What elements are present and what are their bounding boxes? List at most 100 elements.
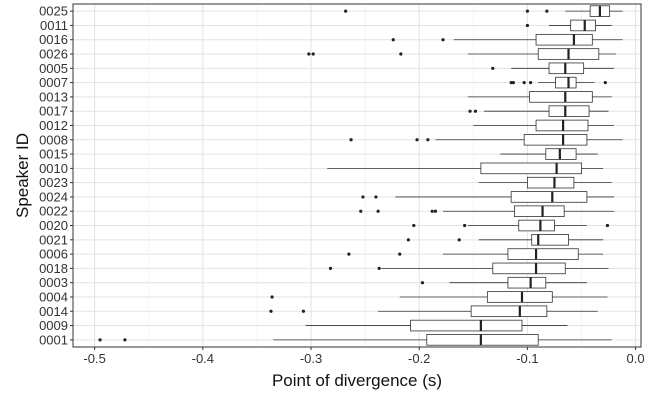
y-tick-label: 0018	[39, 261, 68, 276]
box-0008	[349, 134, 623, 146]
iqr-box	[507, 276, 547, 289]
outlier-point	[525, 23, 530, 28]
box-0025	[344, 5, 623, 17]
y-tick-label: 0021	[39, 232, 68, 247]
iqr-box	[410, 319, 523, 332]
outlier-point	[525, 9, 530, 13]
box-0017	[468, 105, 609, 117]
outlier-point	[123, 338, 127, 342]
iqr-box	[527, 176, 575, 189]
outlier-point	[361, 195, 365, 199]
outlier-point	[301, 309, 306, 313]
box-0024	[361, 191, 614, 203]
x-tick-label: 0.0	[627, 351, 645, 366]
outlier-point	[441, 38, 445, 42]
box-0012	[473, 119, 614, 132]
box-0005	[491, 62, 614, 75]
x-tick-label: -0.4	[192, 351, 214, 366]
iqr-box	[426, 334, 539, 346]
box-0021	[406, 234, 604, 246]
outlier-point	[377, 266, 381, 270]
outlier-point	[406, 238, 410, 242]
outlier-point	[433, 209, 438, 213]
y-tick-label: 0020	[39, 218, 68, 233]
x-tick-label: -0.1	[516, 351, 538, 366]
outlier-point	[359, 209, 363, 213]
outlier-point	[349, 138, 353, 142]
outlier-point	[522, 81, 526, 85]
outlier-point	[420, 281, 425, 285]
y-tick-label: 0011	[40, 18, 68, 33]
box-0023	[478, 176, 612, 189]
box-0006	[347, 248, 604, 260]
iqr-box	[510, 191, 588, 203]
y-tick-label: 0010	[39, 161, 68, 176]
outlier-point	[98, 338, 102, 342]
iqr-box	[529, 91, 593, 103]
iqr-box	[555, 76, 577, 89]
box-0003	[420, 276, 587, 289]
box-0007	[509, 76, 607, 89]
y-tick-label: 0001	[39, 332, 68, 347]
outlier-point	[399, 52, 403, 56]
iqr-box	[523, 134, 588, 146]
outlier-point	[457, 238, 461, 242]
outlier-point	[511, 81, 515, 85]
y-tick-label: 0013	[39, 89, 68, 104]
outlier-point	[473, 109, 478, 113]
box-0020	[412, 219, 610, 232]
outlier-point	[311, 52, 315, 56]
y-tick-label: 0025	[39, 4, 68, 19]
y-tick-label: 0005	[39, 61, 68, 76]
y-tick-label: 0015	[39, 147, 68, 162]
x-tick-label: -0.5	[83, 351, 105, 366]
outlier-point	[605, 223, 610, 228]
y-tick-label: 0007	[39, 75, 68, 90]
box-0016	[391, 33, 623, 46]
y-tick-label: 0017	[39, 104, 68, 119]
box-0014	[269, 305, 598, 318]
box-0018	[328, 262, 609, 275]
y-axis-title: Speaker ID	[13, 133, 32, 218]
outlier-point	[347, 252, 351, 256]
outlier-point	[415, 138, 419, 142]
y-tick-label: 0024	[39, 189, 68, 204]
outlier-point	[391, 38, 395, 42]
box-0013	[467, 91, 612, 103]
box-0009	[305, 319, 568, 332]
iqr-box	[470, 305, 548, 318]
y-axis: 0025001100160026000500070013001700120008…	[39, 4, 73, 347]
outlier-point	[463, 223, 467, 228]
iqr-box	[531, 234, 569, 246]
y-tick-label: 0016	[39, 32, 68, 47]
outlier-point	[529, 81, 533, 85]
y-tick-label: 0009	[39, 318, 68, 333]
iqr-box	[486, 291, 553, 303]
box-0001	[98, 334, 612, 346]
iqr-box	[570, 19, 596, 32]
box-0022	[359, 205, 614, 217]
outlier-point	[376, 209, 380, 213]
iqr-box	[535, 33, 593, 46]
outlier-point	[468, 109, 472, 113]
iqr-box	[514, 205, 565, 217]
iqr-box	[548, 105, 590, 117]
outlier-point	[307, 52, 311, 56]
y-tick-label: 0012	[39, 118, 68, 133]
box-layer	[98, 5, 623, 346]
iqr-box	[492, 262, 566, 275]
y-tick-label: 0004	[39, 289, 68, 304]
outlier-point	[491, 66, 495, 70]
outlier-point	[430, 209, 434, 213]
outlier-point	[269, 309, 273, 313]
outlier-point	[545, 9, 549, 13]
y-tick-label: 0003	[39, 275, 68, 290]
y-tick-label: 0014	[39, 304, 68, 319]
y-tick-label: 0023	[39, 175, 68, 190]
box-0004	[270, 291, 608, 303]
y-tick-label: 0008	[39, 132, 68, 147]
box-0011	[525, 19, 612, 32]
box-0015	[500, 148, 598, 160]
iqr-box	[518, 219, 555, 232]
